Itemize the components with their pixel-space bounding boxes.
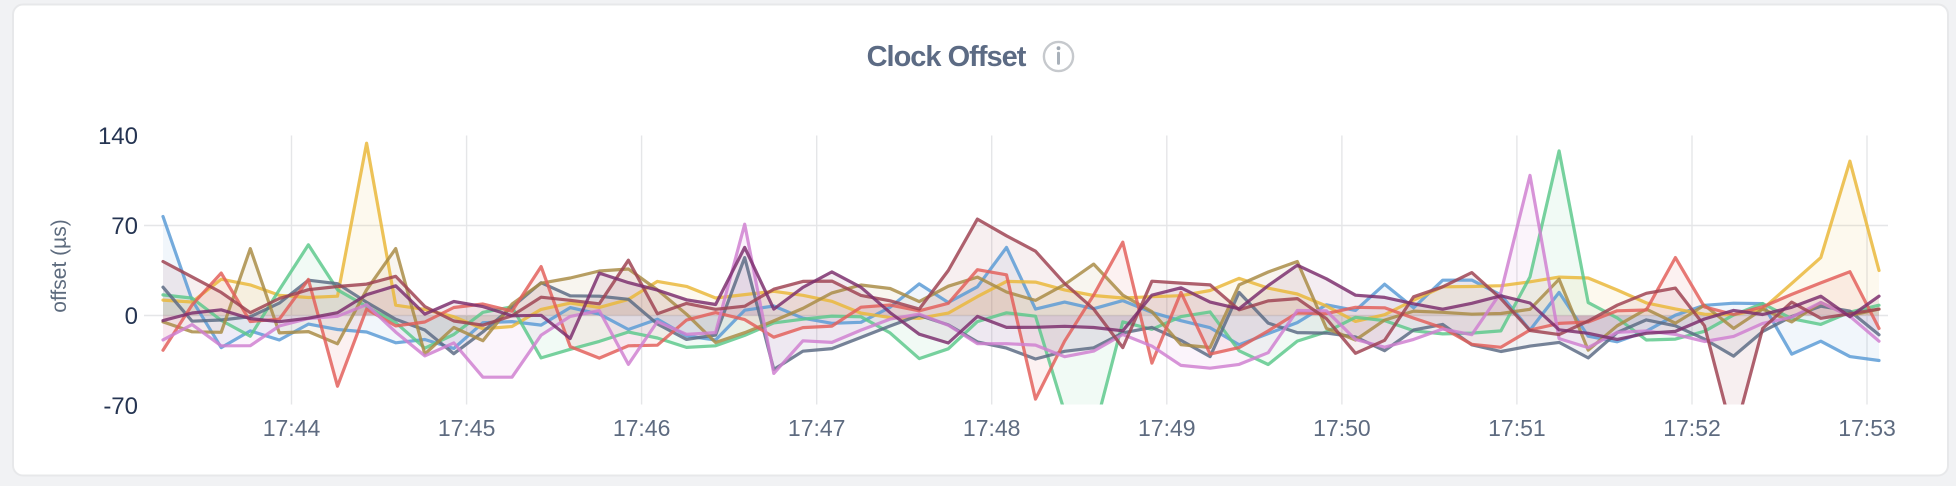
svg-text:17:50: 17:50	[1313, 415, 1371, 441]
svg-text:17:49: 17:49	[1138, 415, 1196, 441]
svg-text:17:47: 17:47	[788, 415, 846, 441]
svg-text:17:52: 17:52	[1663, 415, 1721, 441]
svg-text:140: 140	[98, 123, 138, 150]
svg-text:17:53: 17:53	[1838, 415, 1896, 441]
svg-text:-70: -70	[103, 393, 138, 420]
svg-text:17:51: 17:51	[1488, 415, 1546, 441]
svg-text:Clock Offset: Clock Offset	[867, 41, 1027, 73]
svg-text:70: 70	[111, 213, 138, 240]
svg-text:17:44: 17:44	[263, 415, 321, 441]
svg-text:17:46: 17:46	[613, 415, 671, 441]
svg-text:17:45: 17:45	[438, 415, 496, 441]
svg-text:0: 0	[125, 303, 138, 330]
svg-text:17:48: 17:48	[963, 415, 1021, 441]
svg-text:offset (µs): offset (µs)	[48, 219, 71, 312]
